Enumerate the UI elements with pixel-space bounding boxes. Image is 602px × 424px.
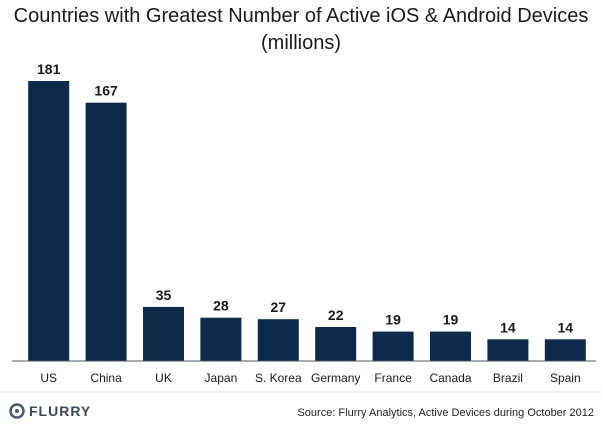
category-label-germany: Germany	[311, 371, 360, 385]
source-note: Source: Flurry Analytics, Active Devices…	[297, 407, 594, 419]
value-label-us: 181	[37, 61, 61, 77]
bar-s-korea	[257, 319, 299, 361]
chart-title: Countries with Greatest Number of Active…	[14, 5, 589, 27]
bar-france	[372, 331, 414, 361]
flurry-logo: FLURRY	[9, 403, 91, 419]
value-labels-group: 181 167 35 28 27 22 19 19 14 14	[37, 61, 573, 335]
chart-subtitle: (millions)	[261, 32, 341, 54]
category-label-canada: Canada	[429, 371, 471, 385]
value-label-brazil: 14	[500, 319, 516, 335]
bar-canada	[430, 331, 471, 361]
category-label-us: US	[40, 371, 57, 385]
value-label-spain: 14	[558, 319, 574, 335]
category-label-france: France	[374, 371, 412, 385]
category-label-s-korea: S. Korea	[255, 371, 302, 385]
category-label-brazil: Brazil	[493, 371, 523, 385]
value-label-germany: 22	[328, 307, 344, 323]
value-label-canada: 19	[443, 312, 459, 328]
category-label-japan: Japan	[205, 371, 238, 385]
bar-us	[28, 81, 70, 361]
flurry-logo-icon	[9, 403, 25, 419]
bar-china	[85, 102, 127, 361]
category-label-uk: UK	[155, 371, 172, 385]
category-labels-group: US China UK Japan S. Korea Germany France Canad…	[40, 371, 580, 385]
flurry-logo-text: FLURRY	[29, 403, 91, 419]
category-label-china: China	[90, 371, 122, 385]
value-label-s-korea: 27	[271, 299, 287, 315]
category-label-spain: Spain	[550, 371, 581, 385]
bar-brazil	[487, 339, 529, 361]
bar-uk	[143, 306, 184, 361]
bars-group	[28, 81, 586, 361]
bar-spain	[544, 339, 586, 361]
value-label-japan: 28	[213, 298, 229, 314]
value-label-france: 19	[385, 312, 401, 328]
value-label-china: 167	[94, 83, 118, 99]
bar-japan	[200, 317, 242, 361]
value-label-uk: 35	[156, 287, 172, 303]
bar-germany	[315, 327, 357, 361]
